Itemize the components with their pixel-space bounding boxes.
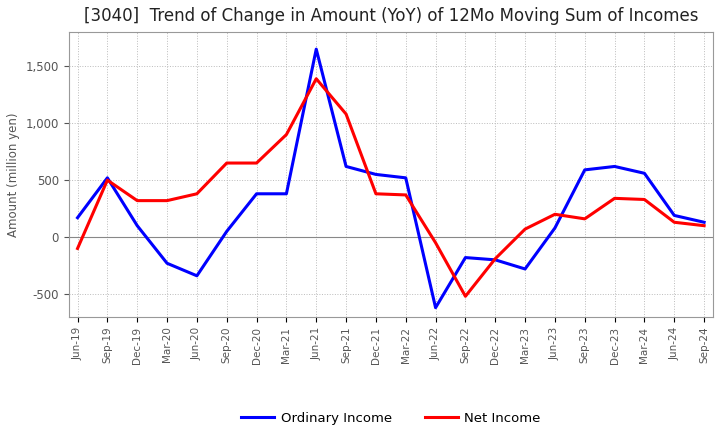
Ordinary Income	[521, 266, 529, 271]
Net Income	[282, 132, 291, 137]
Ordinary Income	[551, 225, 559, 231]
Net Income	[640, 197, 649, 202]
Ordinary Income	[431, 305, 440, 310]
Ordinary Income	[640, 171, 649, 176]
Net Income	[431, 240, 440, 246]
Ordinary Income	[342, 164, 351, 169]
Ordinary Income	[312, 47, 320, 52]
Net Income	[521, 227, 529, 232]
Net Income	[461, 293, 469, 299]
Ordinary Income	[402, 175, 410, 180]
Ordinary Income	[491, 257, 500, 263]
Net Income	[73, 246, 82, 251]
Title: [3040]  Trend of Change in Amount (YoY) of 12Mo Moving Sum of Incomes: [3040] Trend of Change in Amount (YoY) o…	[84, 7, 698, 25]
Line: Ordinary Income: Ordinary Income	[78, 49, 704, 308]
Net Income	[252, 161, 261, 166]
Net Income	[491, 256, 500, 261]
Ordinary Income	[372, 172, 380, 177]
Ordinary Income	[670, 213, 678, 218]
Ordinary Income	[73, 215, 82, 220]
Net Income	[312, 76, 320, 81]
Net Income	[133, 198, 142, 203]
Ordinary Income	[103, 175, 112, 180]
Ordinary Income	[282, 191, 291, 196]
Legend: Ordinary Income, Net Income: Ordinary Income, Net Income	[235, 406, 546, 430]
Net Income	[700, 223, 708, 228]
Net Income	[611, 196, 619, 201]
Ordinary Income	[192, 273, 201, 279]
Net Income	[551, 212, 559, 217]
Ordinary Income	[611, 164, 619, 169]
Line: Net Income: Net Income	[78, 79, 704, 296]
Ordinary Income	[133, 223, 142, 228]
Ordinary Income	[700, 220, 708, 225]
Net Income	[372, 191, 380, 196]
Ordinary Income	[252, 191, 261, 196]
Ordinary Income	[580, 167, 589, 172]
Net Income	[103, 177, 112, 183]
Net Income	[222, 161, 231, 166]
Ordinary Income	[461, 255, 469, 260]
Net Income	[402, 192, 410, 198]
Net Income	[163, 198, 171, 203]
Ordinary Income	[222, 229, 231, 234]
Net Income	[670, 220, 678, 225]
Net Income	[192, 191, 201, 196]
Y-axis label: Amount (million yen): Amount (million yen)	[7, 112, 20, 237]
Ordinary Income	[163, 260, 171, 266]
Net Income	[342, 111, 351, 117]
Net Income	[580, 216, 589, 221]
